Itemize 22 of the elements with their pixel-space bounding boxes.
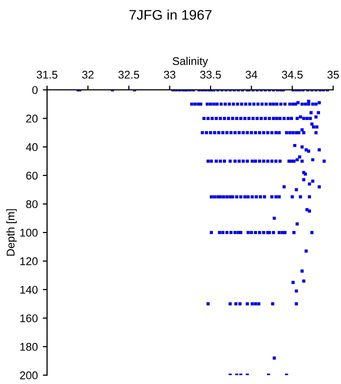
x-tick-label: 32.5: [118, 70, 140, 79]
x-tick-label: 34: [246, 70, 258, 79]
y-tick-label: 180: [20, 342, 38, 351]
x-tick-label: 33.5: [200, 70, 221, 79]
y-tick-label: 80: [26, 200, 38, 208]
y-tick-label: 120: [20, 257, 38, 266]
chart-title: 7JFG in 1967: [130, 10, 212, 20]
y-tick-label: 160: [20, 314, 38, 322]
x-tick-label: 35: [327, 70, 339, 79]
x-tick-label: 31.5: [36, 70, 58, 79]
x-tick-label: 32: [82, 70, 94, 79]
y-tick-label: 200: [20, 371, 38, 380]
x-axis-title: Salinity: [172, 56, 208, 68]
y-axis-title: Depth [m]: [6, 209, 17, 256]
y-tick-label: 0: [32, 86, 38, 94]
y-tick-label: 100: [20, 228, 38, 237]
y-tick-label: 20: [26, 114, 38, 123]
y-tick-label: 140: [20, 286, 38, 294]
x-tick-label: 33: [164, 70, 176, 79]
y-tick-label: 60: [26, 172, 38, 180]
x-tick-label: 34.5: [282, 70, 303, 79]
y-tick-label: 40: [26, 143, 38, 152]
